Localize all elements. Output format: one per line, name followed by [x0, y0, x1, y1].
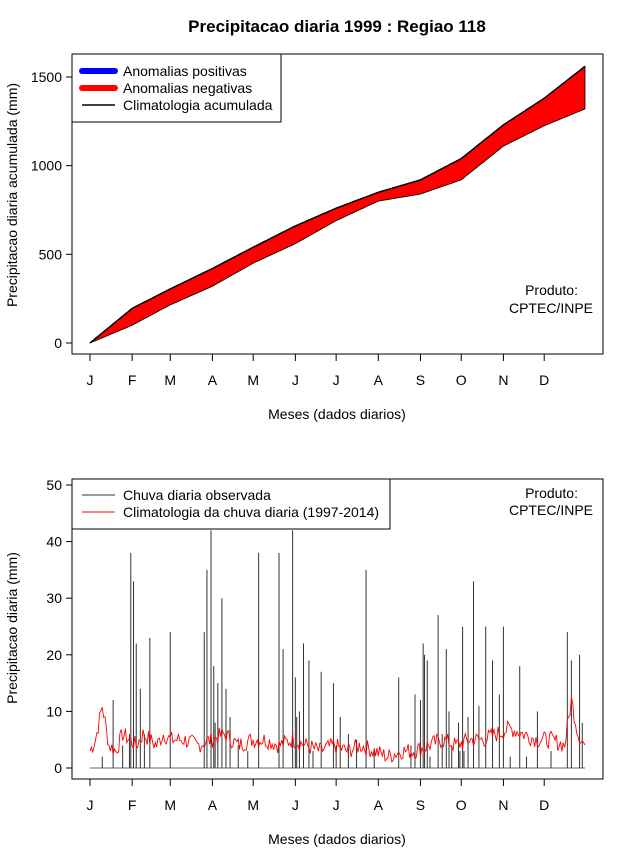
top-month-label: J — [333, 372, 340, 388]
climatology-cumulative-line — [89, 65, 586, 344]
bottom-x-axis-label: Meses (dados diarios) — [268, 831, 406, 847]
bottom-month-label: N — [498, 797, 508, 813]
top-month-label: M — [247, 372, 259, 388]
top-month-label: A — [208, 372, 218, 388]
bottom-month-label: O — [456, 797, 467, 813]
top-month-label: S — [416, 372, 425, 388]
bottom-legend: Chuva diaria observada Climatologia da c… — [71, 478, 391, 530]
top-month-label: J — [292, 372, 299, 388]
bottom-month-label: M — [247, 797, 259, 813]
top-x-axis-label: Meses (dados diarios) — [268, 406, 406, 422]
cumulative-panel: 0 500 1000 1500 J F M A M J J A S O N D Precipitacao d… — [4, 53, 604, 422]
bottom-month-label: A — [208, 797, 218, 813]
top-month-label: M — [164, 372, 176, 388]
bottom-product-label: Produto: — [525, 485, 578, 501]
top-y-tick-label: 0 — [54, 335, 62, 351]
bottom-month-label: F — [128, 797, 137, 813]
top-product-source: CPTEC/INPE — [509, 300, 593, 316]
bottom-y-axis-label: Precipitacao diaria (mm) — [4, 552, 20, 704]
top-month-label: O — [456, 372, 467, 388]
daily-panel: 0 10 20 30 40 50 J F M A M J J A S O N D Precipitacao di… — [4, 477, 604, 847]
top-month-label: D — [539, 372, 549, 388]
top-y-tick-label: 1500 — [31, 69, 62, 85]
bottom-y-tick-label: 30 — [46, 590, 62, 606]
top-y-tick-label: 500 — [39, 246, 63, 262]
legend-negative-label: Anomalias negativas — [123, 80, 252, 96]
top-y-axis: 0 500 1000 1500 — [31, 69, 73, 351]
bottom-y-axis: 0 10 20 30 40 50 — [46, 477, 73, 776]
legend-climatology-daily-label: Climatologia da chuva diaria (1997-2014) — [123, 504, 379, 520]
top-month-label: N — [498, 372, 508, 388]
bottom-month-label: J — [87, 797, 94, 813]
bottom-month-label: J — [333, 797, 340, 813]
top-y-axis-label: Precipitacao diaria acumulada (mm) — [4, 83, 20, 307]
climatology-daily-line — [89, 696, 586, 764]
legend-positive-label: Anomalias positivas — [123, 63, 247, 79]
legend-climatology-label: Climatologia acumulada — [123, 97, 273, 113]
top-y-tick-label: 1000 — [31, 158, 62, 174]
bottom-month-label: J — [292, 797, 299, 813]
bottom-y-tick-label: 0 — [54, 760, 62, 776]
bottom-product-source: CPTEC/INPE — [509, 502, 593, 518]
bottom-legend-box — [71, 478, 391, 530]
top-month-label: F — [128, 372, 137, 388]
observed-rain-bars — [90, 530, 585, 769]
bottom-month-label: S — [416, 797, 425, 813]
bottom-month-label: A — [374, 797, 384, 813]
top-month-label: A — [374, 372, 384, 388]
bottom-month-label: M — [164, 797, 176, 813]
bottom-y-tick-label: 40 — [46, 534, 62, 550]
bottom-y-tick-label: 20 — [46, 647, 62, 663]
bottom-y-tick-label: 50 — [46, 477, 62, 493]
legend-observed-label: Chuva diaria observada — [123, 487, 271, 503]
top-month-label: J — [87, 372, 94, 388]
top-product-label: Produto: — [525, 282, 578, 298]
climatology-line-group — [89, 696, 586, 764]
top-anomaly-area-group — [89, 65, 586, 344]
bottom-month-label: D — [539, 797, 549, 813]
chart-title: Precipitacao diaria 1999 : Regiao 118 — [188, 17, 486, 36]
bottom-y-tick-label: 10 — [46, 703, 62, 719]
top-legend: Anomalias positivas Anomalias negativas … — [71, 53, 282, 123]
